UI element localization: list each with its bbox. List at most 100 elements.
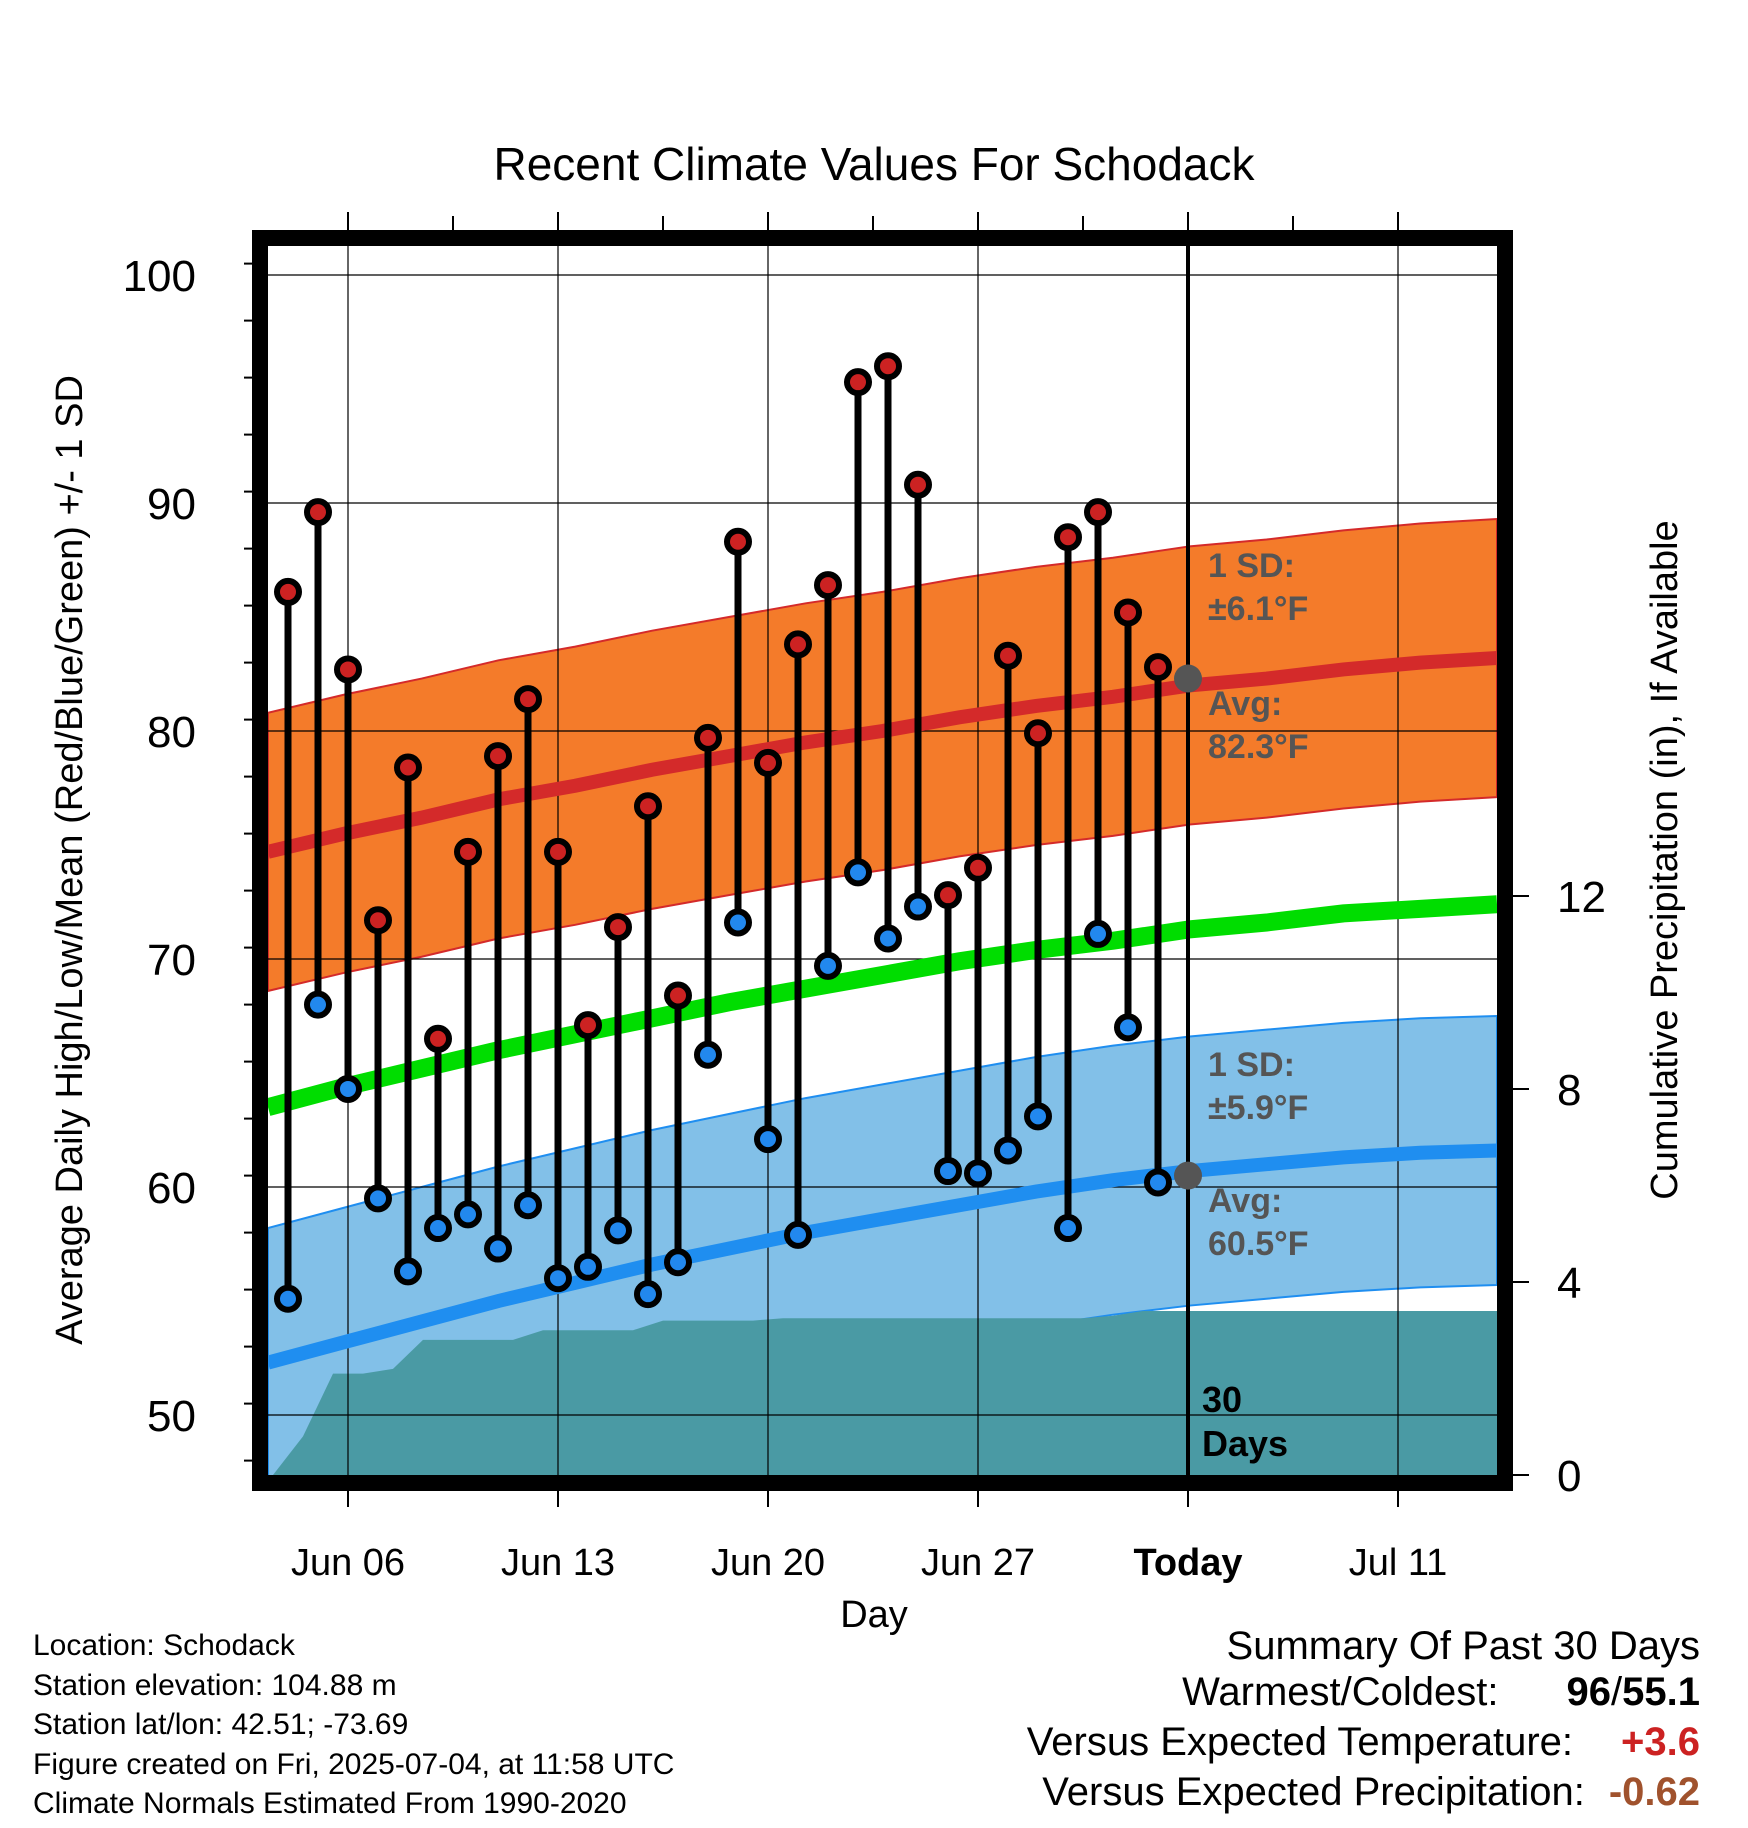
- period-label-number: 30: [1202, 1379, 1242, 1420]
- today-low-avg-marker: [1174, 1161, 1202, 1190]
- daily-high-dot: [394, 753, 422, 782]
- high-sd-value: ±6.1°F: [1208, 590, 1308, 628]
- station-info: Location: Schodack Station elevation: 10…: [33, 1626, 674, 1824]
- daily-high-dot: [574, 1011, 602, 1040]
- y-tick-label: 80: [147, 708, 196, 757]
- daily-low-dot: [1144, 1168, 1172, 1197]
- daily-low-dot: [544, 1264, 572, 1293]
- daily-high-dot: [1114, 598, 1142, 627]
- daily-high-dot: [964, 853, 992, 882]
- daily-low-dot: [634, 1280, 662, 1309]
- daily-high-dot: [1024, 719, 1052, 748]
- daily-high-dot: [334, 655, 362, 684]
- daily-high-dot: [904, 470, 932, 499]
- daily-high-dot: [1144, 653, 1172, 682]
- created-text: Figure created on Fri, 2025-07-04, at 11…: [33, 1747, 675, 1781]
- daily-low-dot: [514, 1191, 542, 1220]
- daily-low-dot: [994, 1136, 1022, 1165]
- daily-low-dot: [574, 1252, 602, 1281]
- daily-high-dot: [754, 748, 782, 777]
- daily-low-dot: [334, 1074, 362, 1103]
- y2-tick-label: 8: [1557, 1066, 1581, 1115]
- daily-low-dot: [724, 908, 752, 937]
- y-tick-label: 50: [147, 1392, 196, 1441]
- x-tick-label: Jun 20: [711, 1542, 825, 1584]
- daily-low-dot: [964, 1159, 992, 1188]
- daily-high-dot: [664, 981, 692, 1010]
- daily-high-dot: [724, 527, 752, 556]
- daily-low-dot: [1054, 1214, 1082, 1243]
- elevation-text: Station elevation: 104.88 m: [33, 1668, 397, 1702]
- daily-high-dot: [364, 906, 392, 935]
- y-tick-label: 70: [147, 936, 196, 985]
- daily-low-dot: [1114, 1013, 1142, 1042]
- high-normal-line: [268, 651, 1497, 859]
- mean-normal-line: [268, 895, 1497, 1116]
- x-tick-label: Jun 27: [921, 1542, 1035, 1584]
- daily-low-dot: [274, 1284, 302, 1313]
- daily-high-dot: [424, 1024, 452, 1053]
- plot-frame: [252, 230, 1513, 1491]
- daily-high-dot: [544, 837, 572, 866]
- summary-title: Summary Of Past 30 Days: [1226, 1624, 1700, 1668]
- y2-tick-label: 12: [1557, 873, 1606, 922]
- daily-high-dot: [994, 641, 1022, 670]
- daily-low-dot: [304, 990, 332, 1019]
- y2-axis-label: Cumulative Precipitation (in), If Availa…: [1644, 520, 1686, 1199]
- daily-low-dot: [394, 1257, 422, 1286]
- daily-low-dot: [904, 892, 932, 921]
- warm-cold-label: Warmest/Coldest:: [1182, 1670, 1499, 1714]
- daily-low-dot: [604, 1216, 632, 1245]
- precip-row: Versus Expected Precipitation: -0.62: [800, 1770, 1700, 1820]
- daily-low-dot: [454, 1200, 482, 1229]
- y2-tick-label: 4: [1557, 1259, 1581, 1308]
- daily-high-dot: [514, 685, 542, 714]
- summary-panel: Summary Of Past 30 Days Warmest/Coldest:…: [800, 1620, 1700, 1820]
- y-tick-label: 90: [147, 480, 196, 529]
- high-avg-label: Avg:: [1208, 685, 1282, 723]
- daily-low-dot: [664, 1248, 692, 1277]
- daily-high-dot: [484, 742, 512, 771]
- x-tick-label: Today: [1133, 1542, 1242, 1584]
- daily-low-dot: [814, 951, 842, 980]
- daily-low-dot: [1024, 1102, 1052, 1131]
- daily-low-dot: [424, 1214, 452, 1243]
- high-avg-value: 82.3°F: [1208, 728, 1309, 766]
- daily-low-dot: [694, 1040, 722, 1069]
- daily-low-dot: [784, 1220, 812, 1249]
- low-sd-label: 1 SD:: [1208, 1046, 1295, 1084]
- x-tick-label: Jun 06: [291, 1542, 405, 1584]
- y-tick-label: 100: [123, 252, 196, 301]
- daily-low-dot: [1084, 919, 1112, 948]
- temp-value: +3.6: [1621, 1720, 1700, 1764]
- low-avg-value: 60.5°F: [1208, 1225, 1309, 1263]
- daily-high-dot: [934, 881, 962, 910]
- temp-row: Versus Expected Temperature: +3.6: [800, 1720, 1700, 1770]
- warmest-value: 96: [1566, 1670, 1612, 1714]
- x-tick-label: Jul 11: [1349, 1542, 1448, 1584]
- daily-low-dot: [754, 1125, 782, 1154]
- high-sd-label: 1 SD:: [1208, 547, 1295, 585]
- precip-label: Versus Expected Precipitation:: [1042, 1770, 1585, 1814]
- chart-title: Recent Climate Values For Schodack: [493, 138, 1255, 190]
- daily-high-dot: [634, 792, 662, 821]
- daily-high-dot: [1054, 523, 1082, 552]
- daily-high-dot: [304, 498, 332, 527]
- coldest-value: 55.1: [1622, 1670, 1700, 1714]
- daily-high-dot: [844, 368, 872, 397]
- daily-high-dot: [1084, 498, 1112, 527]
- warm-cold-row: Warmest/Coldest: 96/55.1: [800, 1670, 1700, 1720]
- period-label-days: Days: [1202, 1423, 1288, 1464]
- daily-high-dot: [694, 723, 722, 752]
- daily-low-dot: [484, 1234, 512, 1263]
- daily-high-dot: [274, 577, 302, 606]
- today-high-avg-marker: [1174, 664, 1202, 693]
- daily-high-dot: [784, 630, 812, 659]
- slash-separator: /: [1611, 1670, 1623, 1714]
- x-axis-label: Day: [840, 1594, 908, 1636]
- y-axis-label: Average Daily High/Low/Mean (Red/Blue/Gr…: [49, 375, 91, 1345]
- daily-high-dot: [874, 352, 902, 381]
- daily-low-dot: [844, 858, 872, 887]
- low-normal-line: [268, 1143, 1497, 1370]
